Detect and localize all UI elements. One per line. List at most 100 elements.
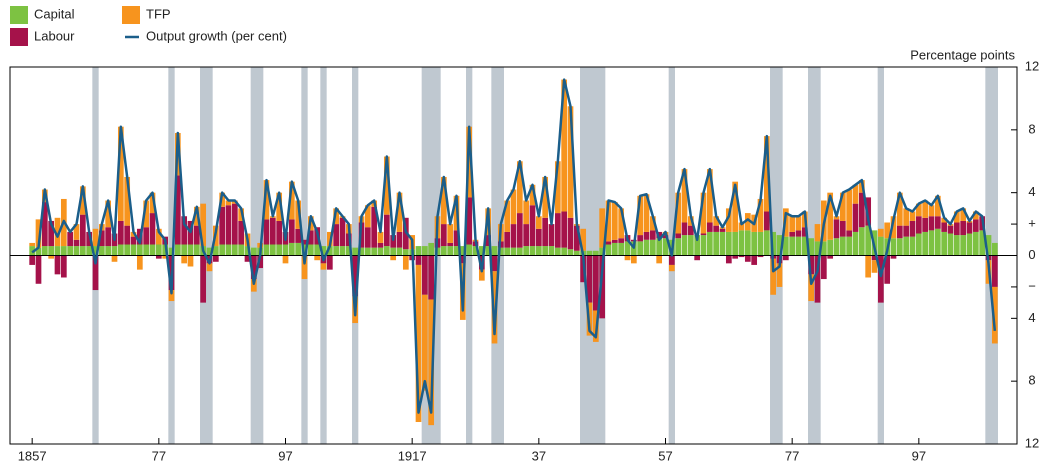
bar xyxy=(510,247,517,256)
bar xyxy=(884,255,891,284)
bar xyxy=(814,241,821,256)
x-tick-label: 1917 xyxy=(398,448,427,463)
bar xyxy=(282,255,289,264)
legend-swatch xyxy=(10,28,28,46)
bar xyxy=(155,228,162,245)
bar xyxy=(675,233,682,239)
bar xyxy=(567,217,574,250)
bar xyxy=(98,246,105,256)
bar xyxy=(491,246,498,256)
bar xyxy=(415,246,422,256)
bar xyxy=(934,228,941,256)
bar xyxy=(181,216,188,245)
bar xyxy=(523,246,530,256)
bar xyxy=(738,255,745,258)
bar xyxy=(117,244,124,256)
bar xyxy=(877,236,884,256)
bar xyxy=(117,220,124,245)
bar xyxy=(884,222,891,239)
bar xyxy=(225,244,232,256)
bar xyxy=(751,255,758,265)
bar xyxy=(529,184,536,206)
bar xyxy=(960,208,967,221)
bar xyxy=(92,246,99,256)
bar xyxy=(168,290,175,302)
bar xyxy=(174,175,181,245)
bar xyxy=(105,200,112,228)
bar xyxy=(371,206,378,248)
bar xyxy=(200,255,207,303)
bar xyxy=(776,263,783,287)
bar xyxy=(561,79,568,212)
bar xyxy=(377,231,384,243)
bar xyxy=(757,255,764,258)
bar xyxy=(459,246,466,256)
bar xyxy=(364,227,371,248)
bar xyxy=(358,247,365,256)
bar xyxy=(523,200,530,225)
bar xyxy=(713,231,720,256)
bar xyxy=(86,246,93,256)
bar xyxy=(744,255,751,262)
bar xyxy=(295,242,302,256)
bar xyxy=(383,156,390,215)
bar xyxy=(903,208,910,226)
bar xyxy=(383,214,390,247)
bar xyxy=(124,176,131,226)
bar xyxy=(890,255,897,259)
bar xyxy=(763,230,770,256)
bar xyxy=(839,192,846,221)
bar xyxy=(605,241,612,245)
bar xyxy=(238,244,245,256)
bar xyxy=(751,231,758,256)
bar xyxy=(168,247,175,256)
bar xyxy=(219,206,226,245)
bar xyxy=(73,224,80,240)
bar xyxy=(687,235,694,256)
bar xyxy=(656,255,663,264)
bar xyxy=(219,244,226,256)
bar xyxy=(985,235,992,256)
bar xyxy=(928,205,935,217)
bar xyxy=(181,244,188,256)
bar xyxy=(795,216,802,231)
bar xyxy=(580,228,587,251)
legend-item: Labour xyxy=(10,28,75,46)
bar xyxy=(694,255,701,261)
bar xyxy=(706,222,713,232)
bar xyxy=(206,263,213,272)
bar xyxy=(250,279,257,292)
bar xyxy=(770,258,777,295)
bar xyxy=(757,231,764,256)
bar xyxy=(250,255,257,280)
bar xyxy=(98,230,105,247)
bar xyxy=(827,255,834,259)
bar xyxy=(789,236,796,256)
bar xyxy=(193,244,200,256)
line xyxy=(31,78,997,414)
legend-swatch xyxy=(122,6,140,24)
bar xyxy=(852,231,859,256)
bar xyxy=(440,176,447,225)
bar xyxy=(649,216,656,231)
bar xyxy=(402,249,409,256)
bar xyxy=(719,228,726,232)
bar xyxy=(599,247,606,256)
bar xyxy=(130,244,137,256)
bar xyxy=(402,255,409,270)
bar xyxy=(865,197,872,226)
bar xyxy=(48,220,55,247)
bar xyxy=(668,264,675,272)
bar xyxy=(554,161,561,214)
bar xyxy=(808,238,815,256)
bar xyxy=(269,244,276,256)
bar xyxy=(681,235,688,256)
bar xyxy=(725,255,732,264)
bar xyxy=(149,192,156,214)
bar xyxy=(396,247,403,256)
bar xyxy=(497,247,504,256)
bar xyxy=(92,255,99,291)
bar xyxy=(934,195,941,217)
bar xyxy=(364,205,371,228)
legend-label: Output growth (per cent) xyxy=(146,28,287,43)
